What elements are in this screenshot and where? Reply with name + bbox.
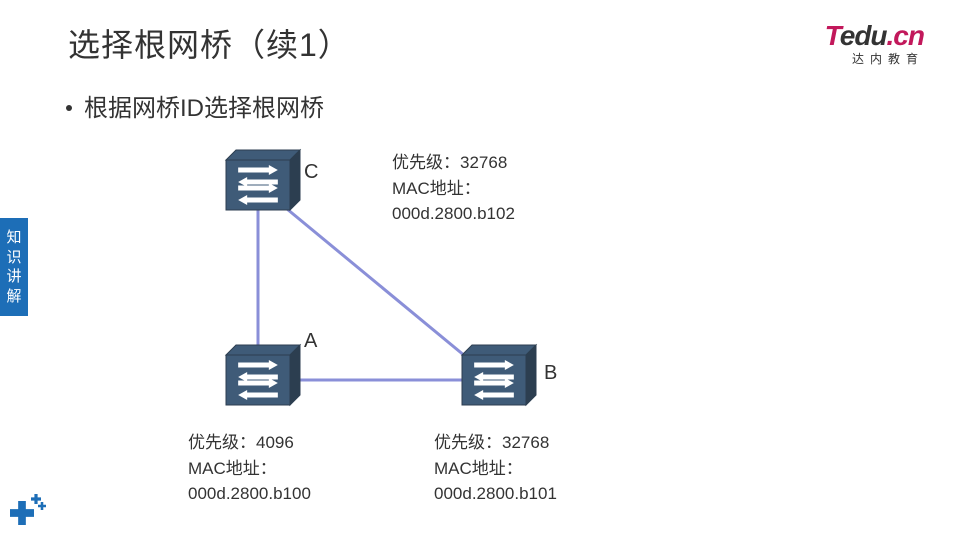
switch-A bbox=[226, 345, 300, 405]
mac-label: MAC地址： bbox=[188, 456, 311, 482]
priority-line: 优先级：4096 bbox=[188, 430, 311, 456]
node-label-A: A bbox=[304, 330, 317, 353]
mac-value: 000d.2800.b101 bbox=[434, 481, 557, 507]
mac-value: 000d.2800.b100 bbox=[188, 481, 311, 507]
node-info-A: 优先级：4096MAC地址：000d.2800.b100 bbox=[188, 430, 311, 507]
switch-C bbox=[226, 150, 300, 210]
mac-label: MAC地址： bbox=[434, 456, 557, 482]
priority-line: 优先级：32768 bbox=[392, 150, 515, 176]
corner-plus-icon bbox=[8, 491, 48, 532]
node-label-B: B bbox=[544, 362, 557, 385]
priority-line: 优先级：32768 bbox=[434, 430, 557, 456]
node-label-C: C bbox=[304, 161, 318, 184]
node-info-C: 优先级：32768MAC地址：000d.2800.b102 bbox=[392, 150, 515, 227]
node-info-B: 优先级：32768MAC地址：000d.2800.b101 bbox=[434, 430, 557, 507]
mac-value: 000d.2800.b102 bbox=[392, 201, 515, 227]
switch-B bbox=[462, 345, 536, 405]
mac-label: MAC地址： bbox=[392, 176, 515, 202]
